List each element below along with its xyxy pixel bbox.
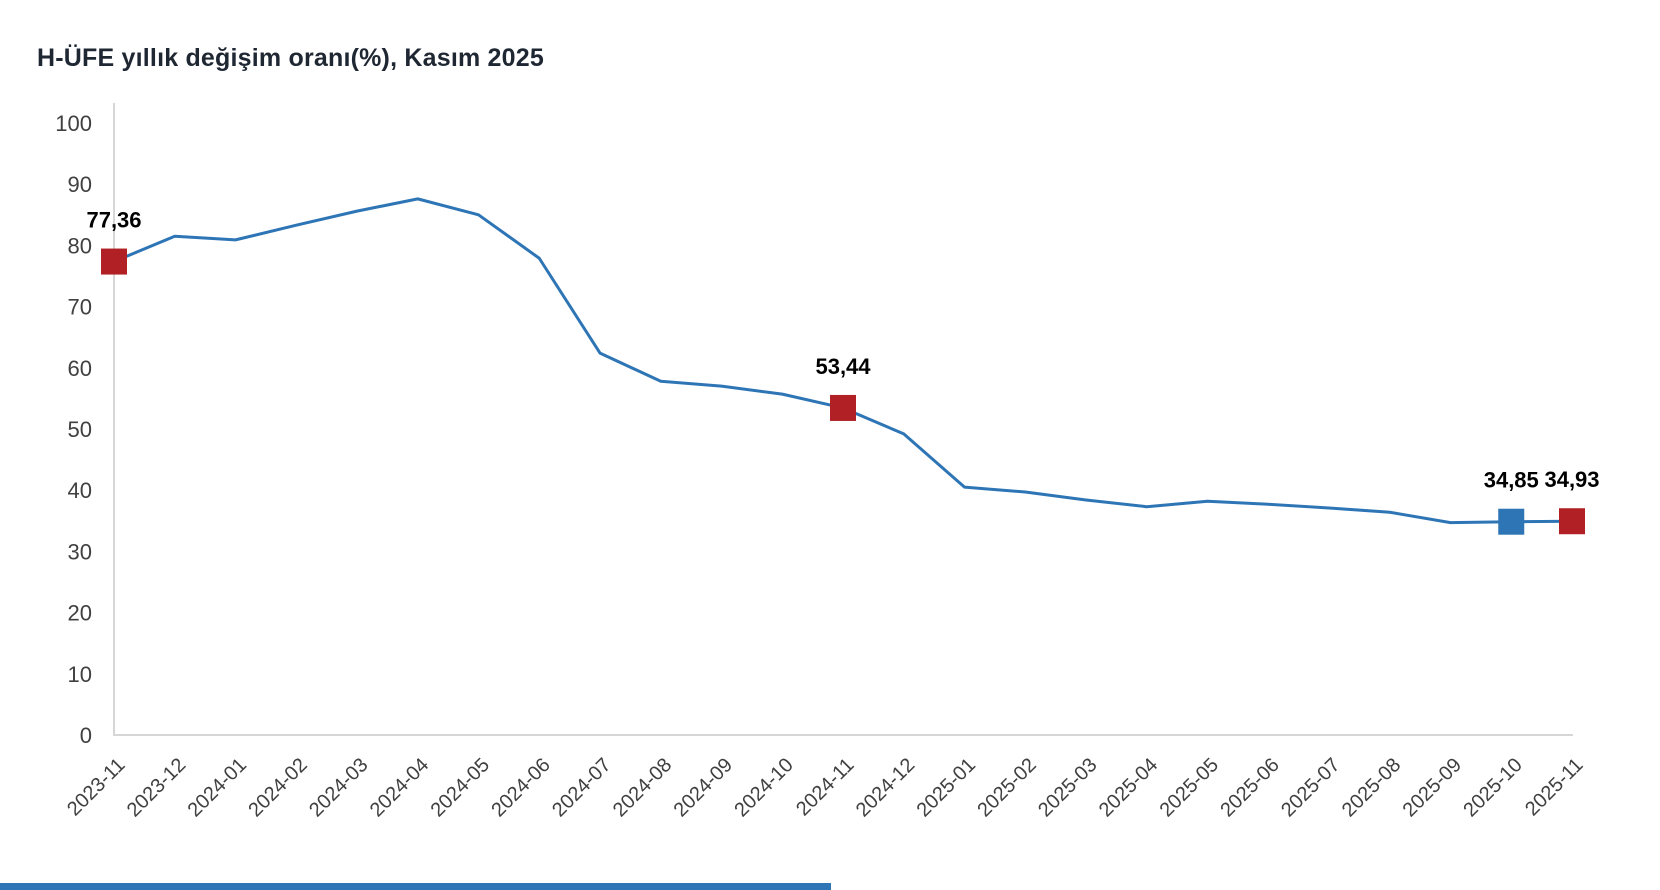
y-axis-tick-label: 10 [68, 662, 92, 687]
x-axis-tick-label: 2025-01 [913, 754, 980, 821]
x-axis-tick-label: 2024-04 [366, 754, 433, 821]
x-axis-tick-label: 2024-10 [730, 754, 797, 821]
y-axis-tick-label: 0 [80, 723, 92, 748]
x-axis-tick-label: 2025-08 [1338, 754, 1405, 821]
y-axis-tick-label: 30 [68, 539, 92, 564]
x-axis-tick-label: 2025-07 [1277, 754, 1344, 821]
data-point-label-2024-11: 53,44 [815, 354, 871, 379]
data-point-label-2023-11: 77,36 [86, 208, 141, 233]
x-axis-tick-label: 2025-06 [1216, 754, 1283, 821]
y-axis-tick-label: 100 [55, 111, 92, 136]
x-axis-tick-label: 2025-05 [1156, 754, 1223, 821]
x-axis-tick-label: 2024-03 [305, 754, 372, 821]
x-axis-tick-label: 2025-09 [1399, 754, 1466, 821]
x-axis-tick-label: 2023-11 [63, 754, 129, 820]
data-point-label-2025-10: 34,85 [1484, 468, 1539, 493]
y-axis-tick-label: 20 [68, 601, 92, 626]
x-axis-tick-label: 2025-10 [1459, 754, 1526, 821]
y-axis-tick-label: 40 [68, 478, 92, 503]
x-axis-tick-label: 2024-07 [548, 754, 615, 821]
x-axis-tick-label: 2024-05 [427, 754, 494, 821]
x-axis-tick-label: 2025-11 [1521, 754, 1587, 820]
x-axis-tick-label: 2025-02 [973, 754, 1040, 821]
data-point-marker-2025-11 [1559, 508, 1585, 535]
y-axis-tick-label: 80 [68, 233, 92, 258]
axis-lines [113, 103, 1573, 736]
data-point-marker-2025-10 [1498, 508, 1525, 535]
x-axis-tick-label: 2024-08 [609, 754, 676, 821]
chart-title: H-ÜFE yıllık değişim oranı(%), Kasım 202… [37, 44, 544, 72]
x-axis-tick-label: 2024-11 [792, 754, 858, 820]
x-axis-tick-label: 2025-04 [1095, 754, 1162, 821]
x-axis-tick-label: 2024-12 [852, 754, 919, 821]
y-axis-tick-label: 60 [68, 356, 92, 381]
x-axis-tick-label: 2024-02 [244, 754, 311, 821]
x-axis-tick-label: 2023-12 [123, 754, 190, 821]
x-axis-tick-label: 2024-09 [670, 754, 737, 821]
data-point-marker-2024-11 [830, 394, 856, 421]
data-point-marker-2023-11 [101, 248, 127, 275]
data-point-label-2025-11: 34,93 [1544, 467, 1599, 492]
x-axis-tick-label: 2024-01 [184, 754, 251, 821]
x-axis-tick-label: 2024-06 [487, 754, 554, 821]
x-axis-tick-label: 2025-03 [1034, 754, 1101, 821]
y-axis-tick-label: 70 [68, 295, 92, 320]
bottom-edge-bar [0, 883, 831, 890]
y-axis-tick-label: 50 [68, 417, 92, 442]
y-axis-tick-label: 90 [68, 172, 92, 197]
